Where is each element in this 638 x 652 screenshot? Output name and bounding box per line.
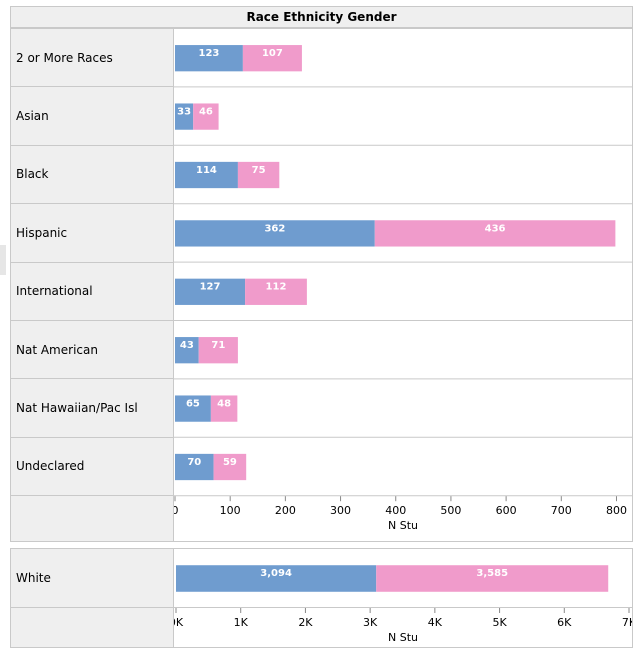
category-column: White [11,549,174,647]
axis-spacer [11,496,173,541]
axis-tick-label: 4K [428,616,443,629]
bar-value-label: 112 [266,282,287,293]
category-label: 2 or More Races [11,29,173,88]
axis-tick-label: 500 [440,504,461,517]
bar-value-label: 46 [199,106,213,117]
bar-segment [193,103,219,130]
bar-value-label: 70 [187,457,201,468]
bar-segment [175,103,194,130]
bar-segment [242,45,302,72]
chart-title: Race Ethnicity Gender [10,6,633,28]
bar-segment [176,565,377,592]
category-label: Nat American [11,321,173,380]
axis-tick-label: 200 [275,504,296,517]
bar-segment [376,565,609,592]
bar-value-label: 43 [180,340,194,351]
bar-segment [175,395,211,422]
bottom-bar-chart: 3,094 3,585 0K 1K 2K 3K 4K 5K 6K 7K N Stu [174,565,632,644]
bar-value-label: 59 [223,457,237,468]
category-label: Asian [11,87,173,146]
axis-tick-label: 600 [496,504,517,517]
x-axis-title: N Stu [388,519,418,532]
bar-segment [175,220,375,247]
bar-value-label: 3,585 [476,568,508,579]
axis-spacer [11,608,173,647]
bar-segment [245,278,307,305]
bar-segment [213,453,247,481]
bar-segment [175,278,246,305]
category-label: Undeclared [11,438,173,497]
axis-tick-label: 3K [363,616,378,629]
bar-value-label: 107 [262,48,283,59]
bar-value-label: 75 [252,165,266,176]
bar-segment [175,161,238,189]
axis-tick-label: 0 [174,504,179,517]
top-chart-panel: 2 or More Races Asian Black Hispanic Interna… [10,28,633,542]
bottom-chart-panel: White 3,094 3,585 0K 1K 2K 3K 4K 5K 6K 7K N Stu [10,548,633,648]
category-label: International [11,263,173,321]
category-label: Nat Hawaiian/Pac Isl [11,379,173,438]
axis-tick-label: 7K [622,616,632,629]
axis-tick-label: 2K [298,616,313,629]
bar-segment [175,453,214,481]
bar-segment [175,45,243,72]
bar-segment [175,337,199,364]
axis-tick-label: 800 [606,504,627,517]
category-label: Black [11,146,173,205]
axis-tick-label: 5K [492,616,507,629]
category-column: 2 or More Races Asian Black Hispanic Interna… [11,29,174,541]
bar-segment [374,220,616,247]
edge-marker [0,245,6,275]
bar-value-label: 114 [196,165,217,176]
bar-value-label: 65 [186,398,200,409]
axis-tick-label: 700 [551,504,572,517]
top-bar-chart: 123 107 33 46 114 75 362 436 127 112 43 71 65 48 70 59 0… [174,45,632,532]
bar-value-label: 48 [217,398,231,409]
bar-value-label: 362 [264,223,285,234]
bar-segment [198,337,238,364]
bar-value-label: 33 [177,106,191,117]
bar-segment [210,395,238,422]
axis-tick-label: 100 [220,504,241,517]
axis-tick-label: 6K [557,616,572,629]
axis-tick-label: 300 [330,504,351,517]
bar-value-label: 3,094 [260,568,292,579]
axis-tick-label: 1K [234,616,249,629]
bar-value-label: 127 [200,282,221,293]
axis-tick-label: 0K [174,616,184,629]
bar-value-label: 123 [199,48,220,59]
bar-value-label: 436 [485,223,506,234]
bar-value-label: 71 [211,340,225,351]
category-label: Hispanic [11,204,173,263]
x-axis-title: N Stu [388,631,418,644]
axis-tick-label: 400 [385,504,406,517]
category-label: White [11,549,173,608]
bar-segment [237,161,280,189]
